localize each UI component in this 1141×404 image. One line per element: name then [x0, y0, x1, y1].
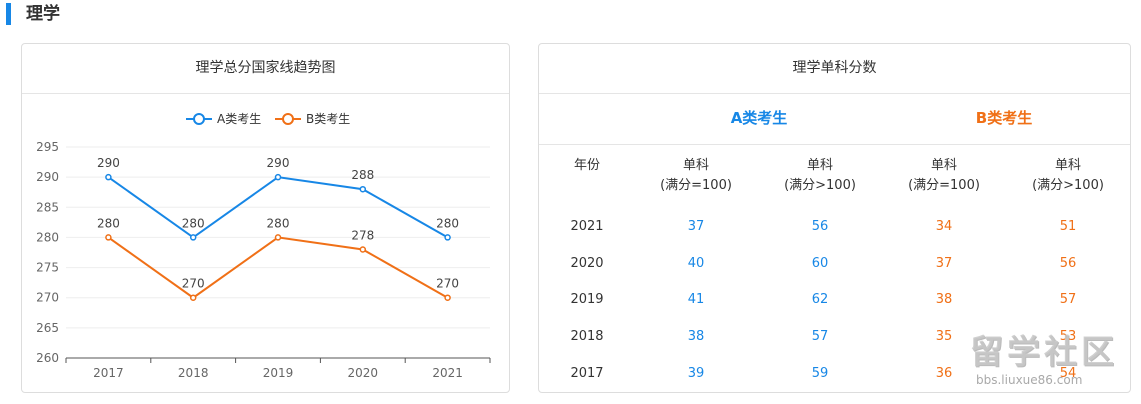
- subject-score-panel: 理学单科分数 A类考生 B类考生 年份 单科 (满分=100) 单科 (满分>1…: [538, 43, 1131, 393]
- col-header-year: 年份: [547, 156, 627, 176]
- table-cell-b1: 37: [935, 256, 953, 271]
- col-header-b2-line1: 单科: [1054, 158, 1081, 173]
- table-cell-a2: 56: [811, 219, 829, 234]
- trend-line-chart: 260 265 270 275 280 285 290 295 2017 2018 2019 2020…: [36, 112, 491, 380]
- chart-y-tick-label: 290: [36, 170, 59, 184]
- chart-y-tick-label: 270: [36, 291, 59, 305]
- chart-data-point: [274, 173, 282, 181]
- chart-data-label: 278: [351, 228, 374, 242]
- table-panel-title: 理学单科分数: [539, 44, 1130, 94]
- chart-x-tick-label: 2020: [348, 366, 379, 380]
- chart-data-point: [189, 294, 197, 301]
- col-header-year-text: 年份: [573, 158, 600, 173]
- chart-panel-title: 理学总分国家线趋势图: [22, 44, 509, 94]
- chart-legend-label: A类考生: [217, 112, 261, 126]
- chart-legend-marker: [193, 113, 205, 125]
- section-title: 理学: [26, 4, 60, 24]
- chart-x-tick-label: 2021: [432, 366, 463, 380]
- chart-y-tick-label: 265: [36, 321, 59, 335]
- col-header-a1-line1: 单科: [682, 158, 709, 173]
- table-cell-b2: 51: [1059, 219, 1077, 234]
- chart-data-label: 280: [436, 216, 459, 230]
- chart-data-label: 290: [97, 156, 120, 170]
- table-cell-year: 2017: [570, 366, 604, 381]
- table-cell-b1: 35: [935, 329, 953, 344]
- table-cell-b1: 36: [935, 366, 953, 381]
- chart-x-tick-label: 2017: [93, 366, 124, 380]
- table-cell-a1: 41: [687, 292, 705, 307]
- chart-legend-marker: [282, 113, 294, 125]
- chart-y-tick-label: 275: [36, 261, 59, 275]
- chart-data-label: 280: [97, 216, 120, 230]
- table-cell-year: 2018: [570, 329, 604, 344]
- chart-x-tick-label: 2019: [263, 366, 294, 380]
- col-header-a2-line2: (满分>100): [784, 178, 856, 193]
- chart-y-tick-label: 295: [36, 140, 59, 154]
- table-cell-year: 2020: [570, 256, 604, 271]
- chart-data-label: 288: [351, 168, 374, 182]
- chart-data-point: [105, 173, 112, 181]
- table-cell-year: 2019: [570, 292, 604, 307]
- table-cell-a2: 60: [811, 256, 829, 271]
- table-cell-a1: 40: [687, 256, 705, 271]
- table-cell-a2: 59: [811, 366, 829, 381]
- table-cell-a1: 38: [687, 329, 705, 344]
- col-header-a2: 单科 (满分>100): [770, 156, 870, 196]
- table-cell-b1: 38: [935, 292, 953, 307]
- table-cell-b1: 34: [935, 219, 953, 234]
- chart-data-label: 270: [182, 277, 205, 291]
- chart-data-label: 280: [267, 216, 290, 230]
- table-cell-a2: 57: [811, 329, 829, 344]
- chart-y-tick-label: 260: [36, 351, 59, 365]
- section-accent-bar: [6, 3, 11, 25]
- chart-data-point: [189, 234, 197, 241]
- chart-x-tick-label: 2018: [178, 366, 209, 380]
- trend-chart-panel: 理学总分国家线趋势图 260 265 270 275 280 285 290 295 2017 2…: [21, 43, 510, 393]
- chart-data-point: [359, 185, 367, 193]
- chart-data-point: [274, 234, 282, 241]
- col-header-a1: 单科 (满分=100): [646, 156, 746, 196]
- col-header-a2-line1: 单科: [806, 158, 833, 173]
- chart-data-point: [359, 246, 367, 253]
- table-cell-b2: 57: [1059, 292, 1077, 307]
- col-header-b2-line2: (满分>100): [1032, 178, 1104, 193]
- table-cell-a1: 39: [687, 366, 705, 381]
- table-cell-year: 2021: [570, 219, 604, 234]
- table-cell-a1: 37: [687, 219, 705, 234]
- col-header-b2: 单科 (满分>100): [1018, 156, 1118, 196]
- group-a-label: A类考生: [730, 109, 788, 127]
- chart-data-label: 270: [436, 277, 459, 291]
- col-header-b1: 单科 (满分=100): [894, 156, 994, 196]
- chart-legend-label: B类考生: [306, 112, 350, 126]
- col-header-a1-line2: (满分=100): [660, 178, 732, 193]
- chart-y-tick-label: 280: [36, 230, 59, 244]
- table-cell-b2: 54: [1059, 366, 1077, 381]
- table-cell-b2: 53: [1059, 329, 1077, 344]
- table-cell-b2: 56: [1059, 256, 1077, 271]
- table-cell-a2: 62: [811, 292, 829, 307]
- chart-data-point: [444, 234, 451, 241]
- col-header-b1-line1: 单科: [930, 158, 957, 173]
- chart-data-point: [105, 234, 112, 241]
- chart-data-label: 280: [182, 216, 205, 230]
- group-b-label: B类考生: [975, 109, 1033, 127]
- chart-data-label: 290: [267, 156, 290, 170]
- chart-data-point: [444, 294, 451, 301]
- col-header-b1-line2: (满分=100): [908, 178, 980, 193]
- table-group-header: A类考生 B类考生: [539, 94, 1130, 145]
- chart-y-tick-label: 285: [36, 200, 59, 214]
